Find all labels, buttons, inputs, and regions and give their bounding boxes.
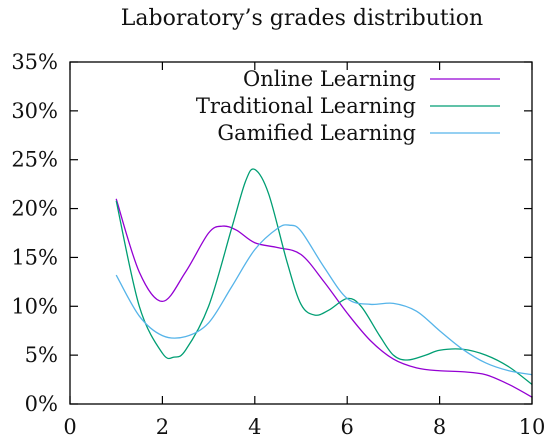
series-line-online-learning [115, 198, 533, 398]
y-tick-label: 0% [25, 392, 58, 416]
x-tick-label: 0 [63, 415, 76, 439]
chart-title: Laboratory’s grades distribution [121, 6, 483, 31]
x-tick-label: 6 [341, 415, 354, 439]
y-tick-label: 20% [11, 197, 58, 221]
legend-label-gamified-learning: Gamified Learning [217, 121, 416, 145]
plot-frame [69, 61, 533, 405]
legend-label-online-learning: Online Learning [243, 67, 416, 91]
x-tick-label: 2 [156, 415, 169, 439]
legend: Online Learning Traditional Learning Gamif… [196, 67, 500, 145]
series-line-traditional-learning [115, 168, 533, 385]
x-tick-label: 8 [433, 415, 446, 439]
legend-label-traditional-learning: Traditional Learning [196, 94, 416, 118]
y-tick-label: 30% [11, 99, 58, 123]
y-tick-label: 25% [11, 148, 58, 172]
y-tick-label: 5% [25, 343, 58, 367]
y-tick-label: 10% [11, 294, 58, 318]
x-tick-label: 4 [248, 415, 261, 439]
x-tick-label: 10 [519, 415, 546, 439]
y-tick-label: 15% [11, 245, 58, 269]
y-tick-label: 35% [11, 50, 58, 74]
series-line-gamified-learning [115, 224, 533, 376]
series-layer [115, 168, 533, 398]
ticks-layer: 0 2 4 6 8 10 0% 5% 10% 15% 20% 25% 30% 35% [11, 50, 545, 439]
